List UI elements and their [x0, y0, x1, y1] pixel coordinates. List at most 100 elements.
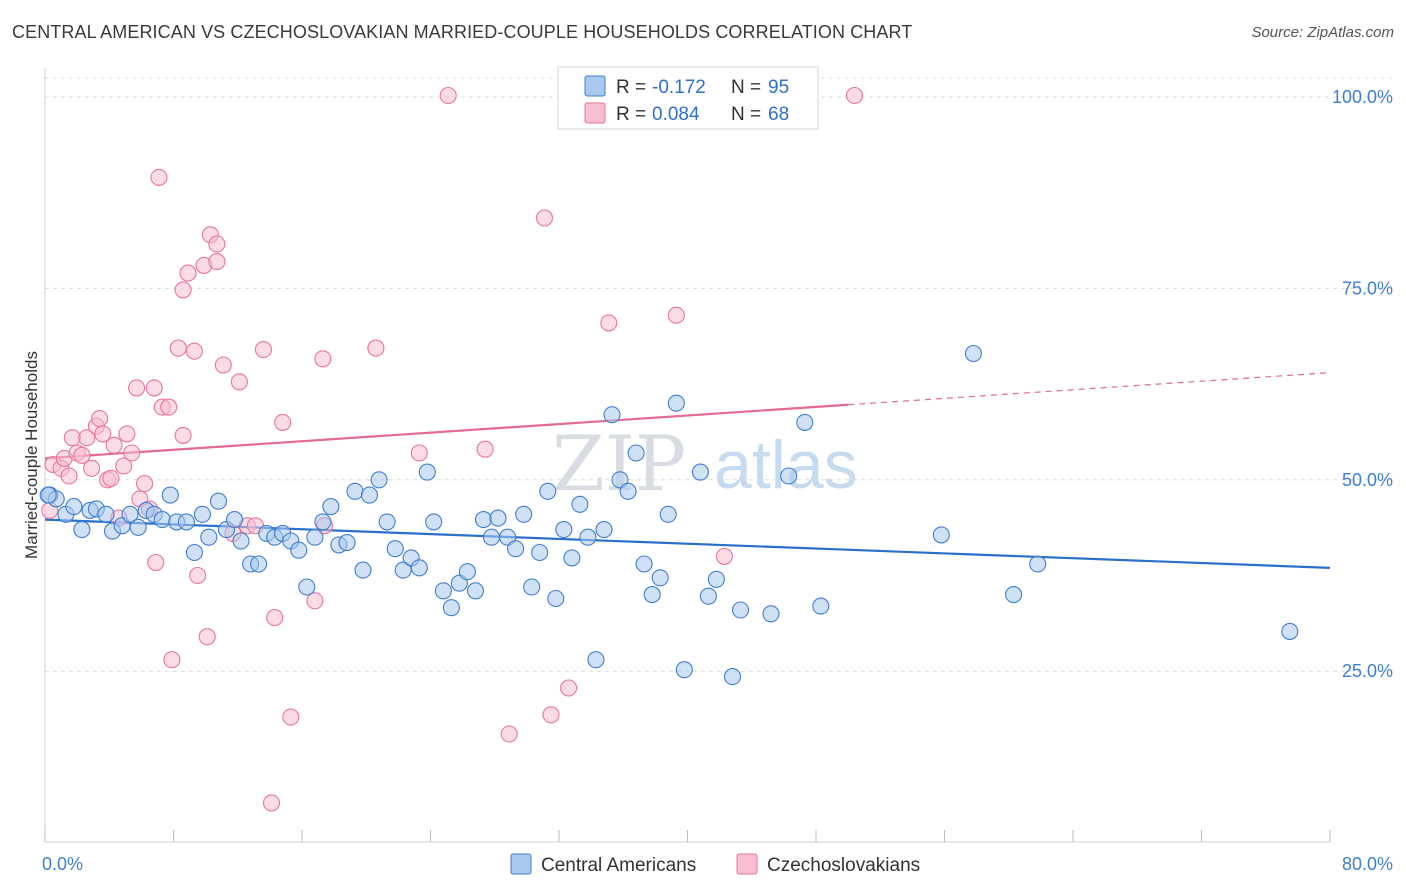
legend-swatch-pink	[584, 102, 606, 124]
data-point-pink	[439, 86, 457, 105]
y-axis-label: Married-couple Households	[22, 351, 41, 559]
data-point-pink	[78, 429, 96, 447]
data-point-pink	[208, 253, 226, 271]
data-point-blue	[731, 601, 750, 619]
data-point-blue	[699, 587, 717, 605]
data-point-blue	[563, 549, 581, 567]
legend-n-value-blue: 95	[768, 77, 789, 98]
bottom-legend-swatch-pink	[736, 853, 758, 875]
data-point-pink	[254, 341, 272, 359]
data-point-blue	[595, 521, 613, 539]
data-point-pink	[845, 86, 864, 105]
data-point-pink	[198, 628, 216, 646]
axes: 25.0% 50.0% 75.0% 100.0%	[44, 68, 1393, 843]
data-point-blue	[458, 563, 476, 581]
data-point-blue	[627, 444, 645, 462]
data-point-blue	[386, 540, 404, 558]
data-point-blue	[571, 495, 589, 513]
data-point-blue	[442, 599, 460, 617]
data-point-blue	[185, 543, 203, 562]
data-point-pink	[91, 410, 109, 428]
data-point-blue	[161, 486, 179, 504]
data-point-pink	[266, 609, 284, 627]
y-tick-label: 100.0%	[1332, 87, 1393, 107]
data-point-pink	[147, 553, 165, 572]
data-point-pink	[542, 706, 560, 724]
data-point-blue	[675, 661, 693, 679]
data-point-blue	[209, 492, 228, 510]
legend-r-value-pink: 0.084	[652, 104, 700, 125]
data-point-blue	[225, 511, 244, 529]
data-point-blue	[707, 570, 725, 588]
data-point-pink	[667, 306, 685, 324]
data-point-pink	[174, 281, 192, 299]
legend-swatch-blue	[584, 75, 606, 97]
data-point-blue	[250, 555, 268, 573]
data-point-blue	[370, 471, 388, 489]
data-point-blue	[425, 513, 443, 531]
data-point-pink	[282, 708, 300, 726]
data-point-pink	[123, 444, 141, 462]
source-credit: Source: ZipAtlas.com	[1251, 24, 1394, 41]
watermark-zip: ZIP	[552, 419, 686, 508]
correlation-legend: R = -0.172 N = 95 R = 0.084 N = 68	[557, 66, 819, 130]
series-central-americans	[39, 344, 1299, 686]
data-point-pink	[715, 547, 733, 565]
data-point-pink	[274, 413, 292, 431]
data-point-blue	[1029, 555, 1047, 573]
data-point-blue	[489, 509, 507, 527]
data-point-blue	[39, 486, 57, 504]
data-point-blue	[964, 344, 982, 363]
series-legend: Central Americans Czechoslovakians	[510, 853, 920, 876]
data-point-blue	[796, 413, 814, 431]
data-point-pink	[145, 379, 163, 397]
data-point-blue	[691, 463, 709, 481]
data-point-blue	[378, 513, 396, 531]
data-point-blue	[1281, 622, 1299, 640]
data-point-blue	[531, 543, 549, 562]
data-point-blue	[780, 467, 798, 485]
x-tick-label-min: 0.0%	[42, 854, 83, 874]
y-tick-label: 75.0%	[1342, 278, 1393, 298]
data-point-blue	[603, 406, 621, 424]
data-point-blue	[200, 528, 218, 546]
data-point-pink	[160, 398, 178, 416]
data-point-blue	[539, 482, 557, 500]
bottom-legend-label-pink: Czechoslovakians	[767, 855, 920, 876]
data-point-pink	[163, 651, 181, 669]
data-point-blue	[306, 528, 324, 546]
data-point-pink	[73, 446, 91, 464]
y-tick-label: 25.0%	[1342, 661, 1393, 681]
data-point-blue	[515, 505, 533, 523]
data-point-blue	[619, 482, 637, 500]
data-point-pink	[262, 794, 281, 812]
data-point-blue	[177, 513, 195, 531]
data-point-pink	[306, 592, 324, 610]
data-point-pink	[476, 440, 494, 458]
watermark-atlas: atlas	[714, 427, 858, 503]
data-point-blue	[360, 486, 379, 504]
data-point-blue	[346, 482, 364, 500]
legend-n-label-pink: N =	[731, 104, 761, 125]
data-point-pink	[560, 679, 578, 697]
data-point-blue	[322, 498, 340, 516]
chart-title: CENTRAL AMERICAN VS CZECHOSLOVAKIAN MARR…	[12, 22, 913, 42]
data-point-pink	[179, 264, 197, 282]
data-point-blue	[659, 505, 677, 523]
data-point-blue	[97, 505, 115, 523]
data-point-pink	[150, 168, 168, 186]
data-point-pink	[83, 459, 101, 477]
data-point-blue	[482, 528, 501, 546]
data-point-blue	[547, 589, 565, 608]
data-point-blue	[723, 668, 742, 686]
data-point-pink	[535, 209, 554, 227]
data-point-pink	[174, 426, 192, 444]
data-point-blue	[434, 582, 452, 600]
data-point-pink	[214, 356, 232, 374]
data-point-pink	[208, 235, 226, 253]
data-point-blue	[290, 541, 308, 559]
data-point-blue	[410, 559, 428, 577]
legend-r-label-pink: R =	[616, 104, 646, 125]
data-point-blue	[587, 651, 605, 669]
